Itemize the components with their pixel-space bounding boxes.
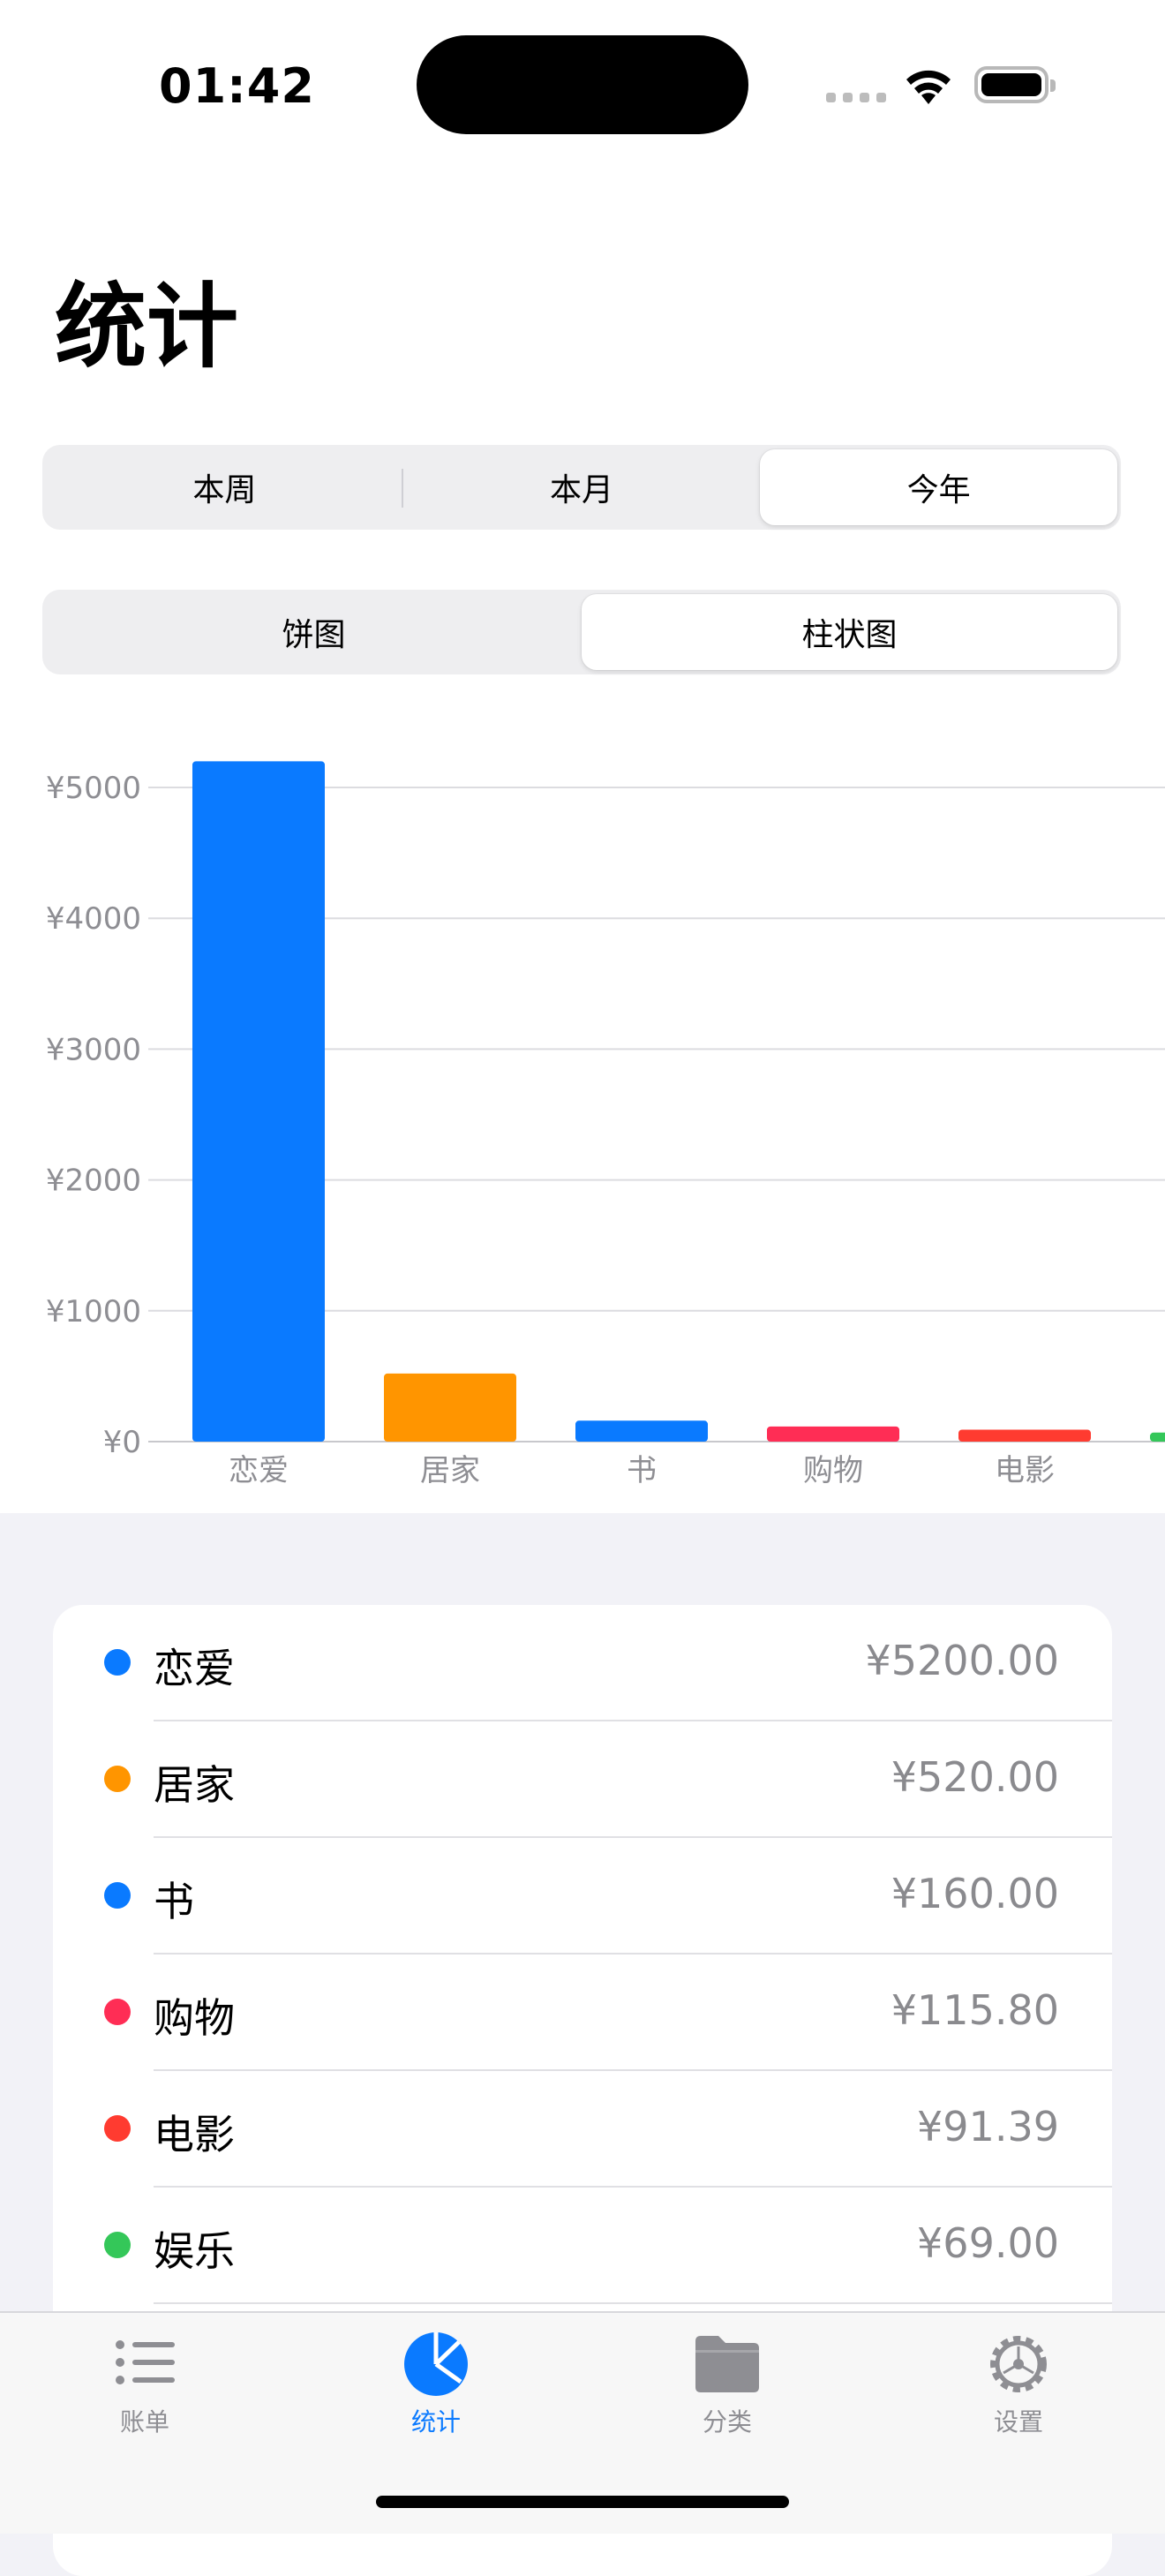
tab-settings[interactable]: 设置 bbox=[930, 2329, 1107, 2438]
list-item[interactable]: 书 ¥160.00 bbox=[53, 1838, 1112, 1955]
category-color-dot bbox=[104, 2115, 131, 2142]
gear-icon bbox=[990, 2336, 1047, 2392]
category-name: 电影 bbox=[154, 2111, 235, 2158]
category-name: 购物 bbox=[154, 1994, 235, 2042]
list-item[interactable]: 居家 ¥520.00 bbox=[53, 1721, 1112, 1838]
segment-year[interactable]: 今年 bbox=[760, 449, 1118, 525]
category-name: 居家 bbox=[154, 1761, 235, 1809]
x-tick-label: 书 bbox=[627, 1453, 657, 1488]
segment-bar[interactable]: 柱状图 bbox=[582, 594, 1117, 670]
category-amount: ¥5200.00 bbox=[865, 1637, 1060, 1684]
wifi-icon bbox=[906, 70, 951, 104]
x-tick-label: 电影 bbox=[995, 1453, 1055, 1488]
chart-type-segmented-control: 饼图 柱状图 bbox=[42, 590, 1121, 674]
row-divider bbox=[154, 2302, 1112, 2304]
category-color-dot bbox=[104, 1999, 131, 2025]
x-tick-label: 购物 bbox=[803, 1453, 863, 1488]
category-amount: ¥520.00 bbox=[891, 1753, 1059, 1801]
list-icon bbox=[116, 2340, 175, 2384]
tab-bills-label: 账单 bbox=[119, 2407, 169, 2437]
bar bbox=[575, 1420, 708, 1442]
category-color-dot bbox=[104, 1649, 131, 1676]
bar bbox=[1150, 1432, 1165, 1442]
row-divider bbox=[154, 2186, 1112, 2188]
pie-chart-icon bbox=[404, 2332, 468, 2396]
category-amount: ¥160.00 bbox=[891, 1870, 1059, 1917]
home-indicator bbox=[376, 2496, 789, 2508]
y-tick-label: ¥3000 bbox=[46, 1032, 141, 1067]
tab-statistics-label: 统计 bbox=[410, 2407, 461, 2437]
row-divider bbox=[154, 1836, 1112, 1838]
y-tick-label: ¥4000 bbox=[46, 901, 141, 937]
status-time: 01:42 bbox=[159, 58, 315, 114]
bar bbox=[958, 1429, 1091, 1442]
row-divider bbox=[154, 1720, 1112, 1721]
segment-week[interactable]: 本周 bbox=[46, 449, 403, 525]
y-tick-label: ¥5000 bbox=[46, 771, 141, 806]
segment-month[interactable]: 本月 bbox=[550, 472, 614, 508]
page-title: 统计 bbox=[55, 273, 239, 380]
bar bbox=[767, 1426, 899, 1442]
category-name: 恋爱 bbox=[154, 1645, 235, 1692]
tab-categories[interactable]: 分类 bbox=[639, 2329, 816, 2438]
category-amount: ¥69.00 bbox=[917, 2219, 1059, 2267]
x-tick-label: 恋爱 bbox=[229, 1453, 289, 1488]
list-item[interactable]: 电影 ¥91.39 bbox=[53, 2071, 1112, 2188]
list-item[interactable]: 恋爱 ¥5200.00 bbox=[53, 1605, 1112, 1721]
y-tick-label: ¥0 bbox=[103, 1425, 141, 1460]
list-item[interactable]: 购物 ¥115.80 bbox=[53, 1955, 1112, 2071]
y-tick-label: ¥2000 bbox=[46, 1164, 141, 1199]
category-name: 娱乐 bbox=[154, 2227, 235, 2275]
segment-pie[interactable]: 饼图 bbox=[282, 617, 346, 653]
folder-icon bbox=[695, 2336, 759, 2392]
tab-settings-label: 设置 bbox=[993, 2407, 1043, 2437]
row-divider bbox=[154, 2069, 1112, 2071]
tab-bills[interactable]: 账单 bbox=[56, 2329, 233, 2438]
row-divider bbox=[154, 1953, 1112, 1955]
x-tick-label: 居家 bbox=[420, 1453, 480, 1488]
category-color-dot bbox=[104, 1766, 131, 1792]
battery-icon bbox=[974, 66, 1056, 103]
category-color-dot bbox=[104, 2232, 131, 2258]
period-segmented-control: 本周 本月 今年 bbox=[42, 445, 1121, 530]
category-amount: ¥115.80 bbox=[891, 1986, 1059, 2034]
category-amount: ¥91.39 bbox=[917, 2103, 1059, 2150]
bar bbox=[384, 1373, 516, 1442]
bar-chart: ¥0¥1000¥2000¥3000¥4000¥5000恋爱居家书购物电影娱乐 bbox=[46, 761, 1165, 1488]
category-color-dot bbox=[104, 1882, 131, 1909]
list-item[interactable]: 娱乐 ¥69.00 bbox=[53, 2188, 1112, 2304]
tab-statistics[interactable]: 统计 bbox=[348, 2329, 524, 2438]
category-name: 书 bbox=[154, 1878, 194, 1925]
dynamic-island bbox=[417, 35, 748, 134]
cellular-signal-icon bbox=[826, 93, 886, 105]
tab-categories-label: 分类 bbox=[702, 2407, 752, 2437]
bar bbox=[192, 761, 325, 1442]
y-tick-label: ¥1000 bbox=[46, 1294, 141, 1329]
